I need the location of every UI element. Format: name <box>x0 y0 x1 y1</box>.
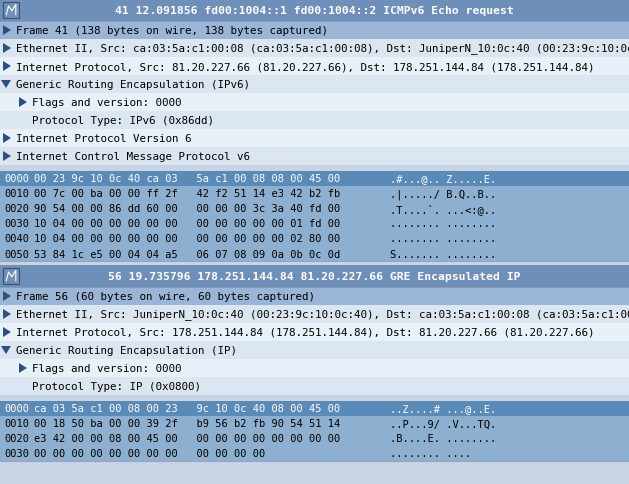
Bar <box>0 416 629 431</box>
Bar <box>0 401 629 416</box>
Text: .#...@.. Z.....E.: .#...@.. Z.....E. <box>390 174 496 184</box>
Bar <box>0 58 629 76</box>
Bar <box>0 166 629 172</box>
Text: 0010: 0010 <box>4 419 29 429</box>
Bar <box>0 94 629 112</box>
Polygon shape <box>3 291 11 302</box>
Text: 56 19.735796 178.251.144.84 81.20.227.66 GRE Encapsulated IP: 56 19.735796 178.251.144.84 81.20.227.66… <box>108 272 521 281</box>
Bar <box>0 201 629 216</box>
Text: S....... ........: S....... ........ <box>390 249 496 259</box>
Bar <box>0 287 629 305</box>
Text: Internet Control Message Protocol v6: Internet Control Message Protocol v6 <box>16 151 250 162</box>
Bar <box>0 172 629 187</box>
Text: Frame 56 (60 bytes on wire, 60 bytes captured): Frame 56 (60 bytes on wire, 60 bytes cap… <box>16 291 315 302</box>
Text: Protocol Type: IP (0x0800): Protocol Type: IP (0x0800) <box>32 381 201 391</box>
Text: 0040: 0040 <box>4 234 29 244</box>
Bar <box>0 359 629 377</box>
Text: Frame 41 (138 bytes on wire, 138 bytes captured): Frame 41 (138 bytes on wire, 138 bytes c… <box>16 26 328 36</box>
Bar <box>0 130 629 148</box>
Text: 10 04 00 00 00 00 00 00   00 00 00 00 00 02 80 00: 10 04 00 00 00 00 00 00 00 00 00 00 00 0… <box>34 234 340 244</box>
Text: Internet Protocol, Src: 178.251.144.84 (178.251.144.84), Dst: 81.20.227.66 (81.2: Internet Protocol, Src: 178.251.144.84 (… <box>16 327 594 337</box>
Text: 10 04 00 00 00 00 00 00   00 00 00 00 00 01 fd 00: 10 04 00 00 00 00 00 00 00 00 00 00 00 0… <box>34 219 340 229</box>
Text: 00 7c 00 ba 00 00 ff 2f   42 f2 51 14 e3 42 b2 fb: 00 7c 00 ba 00 00 ff 2f 42 f2 51 14 e3 4… <box>34 189 340 199</box>
Text: Generic Routing Encapsulation (IP): Generic Routing Encapsulation (IP) <box>16 345 237 355</box>
Polygon shape <box>1 81 11 89</box>
Text: .B....E. ........: .B....E. ........ <box>390 434 496 443</box>
Text: 90 54 00 00 86 dd 60 00   00 00 00 3c 3a 40 fd 00: 90 54 00 00 86 dd 60 00 00 00 00 3c 3a 4… <box>34 204 340 214</box>
Text: 0010: 0010 <box>4 189 29 199</box>
Text: 0030: 0030 <box>4 449 29 458</box>
Text: 0030: 0030 <box>4 219 29 229</box>
Text: 00 23 9c 10 0c 40 ca 03   5a c1 00 08 08 00 45 00: 00 23 9c 10 0c 40 ca 03 5a c1 00 08 08 0… <box>34 174 340 184</box>
Bar <box>0 265 629 287</box>
Bar <box>0 377 629 395</box>
Text: Ethernet II, Src: ca:03:5a:c1:00:08 (ca:03:5a:c1:00:08), Dst: JuniperN_10:0c:40 : Ethernet II, Src: ca:03:5a:c1:00:08 (ca:… <box>16 44 629 54</box>
Text: ........ ........: ........ ........ <box>390 219 496 229</box>
Bar <box>0 305 629 323</box>
Text: 53 84 1c e5 00 04 04 a5   06 07 08 09 0a 0b 0c 0d: 53 84 1c e5 00 04 04 a5 06 07 08 09 0a 0… <box>34 249 340 259</box>
Polygon shape <box>1 346 11 354</box>
Polygon shape <box>3 134 11 144</box>
Polygon shape <box>3 309 11 319</box>
Bar <box>0 261 629 265</box>
Polygon shape <box>3 151 11 162</box>
Polygon shape <box>3 62 11 72</box>
Text: 0020: 0020 <box>4 204 29 214</box>
Text: Flags and version: 0000: Flags and version: 0000 <box>32 98 182 108</box>
Bar <box>3 269 19 285</box>
Bar <box>3 3 19 19</box>
Bar <box>0 231 629 246</box>
Text: 0000: 0000 <box>4 174 29 184</box>
Bar <box>0 323 629 341</box>
Polygon shape <box>19 363 27 373</box>
Text: Flags and version: 0000: Flags and version: 0000 <box>32 363 182 373</box>
Bar <box>0 341 629 359</box>
Bar <box>0 431 629 446</box>
Polygon shape <box>3 26 11 36</box>
Text: 41 12.091856 fd00:1004::1 fd00:1004::2 ICMPv6 Echo request: 41 12.091856 fd00:1004::1 fd00:1004::2 I… <box>115 6 514 16</box>
Text: Ethernet II, Src: JuniperN_10:0c:40 (00:23:9c:10:0c:40), Dst: ca:03:5a:c1:00:08 : Ethernet II, Src: JuniperN_10:0c:40 (00:… <box>16 309 629 320</box>
Text: 0000: 0000 <box>4 404 29 414</box>
Bar <box>0 148 629 166</box>
Text: Internet Protocol Version 6: Internet Protocol Version 6 <box>16 134 191 144</box>
Polygon shape <box>3 327 11 337</box>
Bar <box>0 112 629 130</box>
Bar <box>0 76 629 94</box>
Bar <box>0 446 629 461</box>
Polygon shape <box>19 98 27 108</box>
Text: ........ ....: ........ .... <box>390 449 471 458</box>
Text: ........ ........: ........ ........ <box>390 234 496 244</box>
Text: 0020: 0020 <box>4 434 29 443</box>
Bar <box>0 216 629 231</box>
Bar <box>0 0 629 22</box>
Bar <box>0 395 629 401</box>
Text: 0050: 0050 <box>4 249 29 259</box>
Text: 00 18 50 ba 00 00 39 2f   b9 56 b2 fb 90 54 51 14: 00 18 50 ba 00 00 39 2f b9 56 b2 fb 90 5… <box>34 419 340 429</box>
Polygon shape <box>3 44 11 54</box>
Text: Generic Routing Encapsulation (IPv6): Generic Routing Encapsulation (IPv6) <box>16 80 250 90</box>
Text: .T....`. ...<:@..: .T....`. ...<:@.. <box>390 204 496 214</box>
Text: ..Z....# ...@..E.: ..Z....# ...@..E. <box>390 404 496 414</box>
Bar <box>0 22 629 40</box>
Bar <box>0 246 629 261</box>
Text: ..P...9/ .V...TQ.: ..P...9/ .V...TQ. <box>390 419 496 429</box>
Bar <box>0 461 629 484</box>
Text: ca 03 5a c1 00 08 00 23   9c 10 0c 40 08 00 45 00: ca 03 5a c1 00 08 00 23 9c 10 0c 40 08 0… <box>34 404 340 414</box>
Text: e3 42 00 00 08 00 45 00   00 00 00 00 00 00 00 00: e3 42 00 00 08 00 45 00 00 00 00 00 00 0… <box>34 434 340 443</box>
Text: Internet Protocol, Src: 81.20.227.66 (81.20.227.66), Dst: 178.251.144.84 (178.25: Internet Protocol, Src: 81.20.227.66 (81… <box>16 62 594 72</box>
Bar <box>0 40 629 58</box>
Bar <box>0 187 629 201</box>
Text: .|...../ B.Q..B..: .|...../ B.Q..B.. <box>390 189 496 199</box>
Text: Protocol Type: IPv6 (0x86dd): Protocol Type: IPv6 (0x86dd) <box>32 116 214 126</box>
Text: 00 00 00 00 00 00 00 00   00 00 00 00: 00 00 00 00 00 00 00 00 00 00 00 00 <box>34 449 265 458</box>
